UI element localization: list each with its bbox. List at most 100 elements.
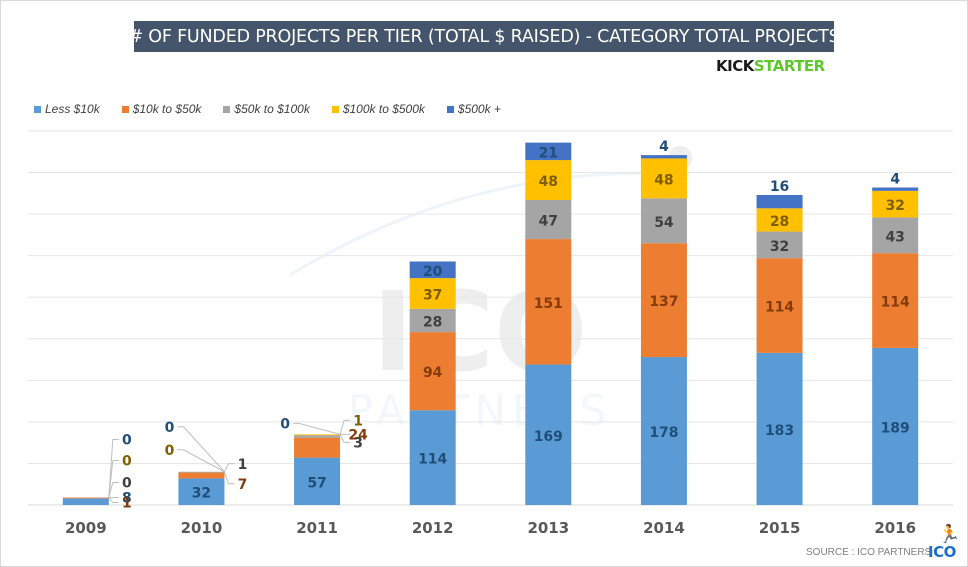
data-label: 1 <box>122 496 132 512</box>
bar-segment <box>872 347 919 505</box>
data-label: 8 <box>122 491 132 507</box>
bar-segment <box>525 364 572 505</box>
chart-title: # OF FUNDED PROJECTS PER TIER (TOTAL $ R… <box>128 21 840 52</box>
bar-segment <box>640 198 687 244</box>
data-label: 0 <box>122 476 132 492</box>
data-label: 3 <box>353 435 363 451</box>
data-label: 32 <box>192 486 211 502</box>
data-label: 48 <box>539 174 558 190</box>
data-label: 189 <box>881 420 910 436</box>
data-label: 0 <box>165 420 175 436</box>
bar-segment <box>409 332 456 411</box>
bar-segment <box>756 258 803 353</box>
legend-item-100k-500k: $100k to $500k <box>331 102 425 116</box>
legend-swatch <box>34 105 41 113</box>
watermark-arc <box>289 171 691 277</box>
legend-label: $10k to $50k <box>132 102 202 116</box>
data-label: 21 <box>539 145 558 161</box>
x-axis-tick-labels: 2009 2010 2011 2012 2013 2014 2015 2016 <box>65 519 916 537</box>
x-tick-label: 2012 <box>412 519 454 537</box>
leader-line <box>339 419 351 435</box>
legend-item-500k-plus: $500k + <box>446 102 501 116</box>
leader-line <box>177 426 225 473</box>
data-label: 114 <box>765 300 794 316</box>
bar-segment <box>756 231 803 259</box>
data-label: 114 <box>881 295 910 311</box>
data-label: 0 <box>165 443 175 459</box>
bar-segment <box>294 457 341 505</box>
bar-segment <box>640 158 687 199</box>
data-label: 48 <box>654 172 673 188</box>
bar-segment <box>409 278 456 309</box>
bar-segment <box>872 187 919 191</box>
data-label: 114 <box>418 452 447 468</box>
data-label: 183 <box>765 423 794 439</box>
bar-segment <box>640 243 687 358</box>
data-label: 0 <box>122 454 132 470</box>
leader-line <box>339 434 351 443</box>
data-label: 1 <box>238 457 248 473</box>
leader-line <box>223 471 235 485</box>
bar-segment <box>872 253 919 348</box>
x-tick-label: 2016 <box>874 519 916 537</box>
data-label: 178 <box>649 425 678 441</box>
leader-line <box>223 463 235 472</box>
data-labels: 8100032710057243101149428372016915147482… <box>108 139 910 512</box>
data-label: 4 <box>890 172 900 188</box>
data-label: 28 <box>423 314 442 330</box>
legend-swatch <box>223 105 231 113</box>
data-label: 32 <box>885 198 904 214</box>
bar-segment <box>756 352 803 505</box>
bar-segment <box>525 239 572 365</box>
bar-segment <box>640 155 687 159</box>
legend-label: $500k + <box>457 102 501 116</box>
watermark-partners: PARTNERS <box>348 386 613 435</box>
bar-segment <box>62 497 109 499</box>
data-label: 151 <box>534 296 563 312</box>
data-label: 32 <box>770 239 789 255</box>
legend-label: $50k to $100k <box>234 102 310 116</box>
legend-swatch <box>121 105 129 113</box>
data-label: 0 <box>122 433 132 449</box>
legend-item-10k-50k: $10k to $50k <box>121 102 202 116</box>
bar-segment <box>640 357 687 505</box>
x-tick-label: 2015 <box>759 519 801 537</box>
x-tick-label: 2009 <box>65 519 107 537</box>
x-tick-label: 2010 <box>181 519 223 537</box>
legend-swatch <box>331 105 339 113</box>
data-label: 47 <box>539 214 558 230</box>
bar-segment <box>409 410 456 505</box>
leader-line <box>177 449 225 473</box>
legend: Less $10k $10k to $50k $50k to $100k $10… <box>34 102 501 116</box>
legend-swatch <box>446 105 454 113</box>
bar-segment <box>294 435 341 438</box>
bar-segment <box>294 434 341 436</box>
bar-segment <box>409 308 456 333</box>
runner-icon: 🏃 <box>938 524 961 544</box>
leader-line <box>293 422 341 435</box>
bar-segment <box>178 478 225 505</box>
data-label: 43 <box>885 229 904 245</box>
source-note: SOURCE : ICO PARTNERS <box>806 547 932 558</box>
data-label: 20 <box>423 264 443 280</box>
bar-segment <box>525 199 572 240</box>
data-label: 169 <box>534 429 563 445</box>
data-label: 1 <box>353 413 363 429</box>
data-label: 24 <box>348 427 368 443</box>
legend-label: $100k to $500k <box>342 102 425 116</box>
bar-segment <box>178 472 225 479</box>
bar-segment <box>872 217 919 254</box>
data-label: 54 <box>654 215 674 231</box>
bar-segment <box>872 190 919 218</box>
data-label: 7 <box>238 477 248 493</box>
data-label: 16 <box>770 179 789 195</box>
leader-line <box>108 439 119 498</box>
x-tick-label: 2013 <box>527 519 569 537</box>
bars <box>62 142 919 505</box>
bar-segment <box>62 498 109 505</box>
data-label: 37 <box>423 287 442 303</box>
watermark: ICO PARTNERS <box>289 146 692 435</box>
bar-segment <box>525 160 572 200</box>
leader-line <box>108 482 119 498</box>
